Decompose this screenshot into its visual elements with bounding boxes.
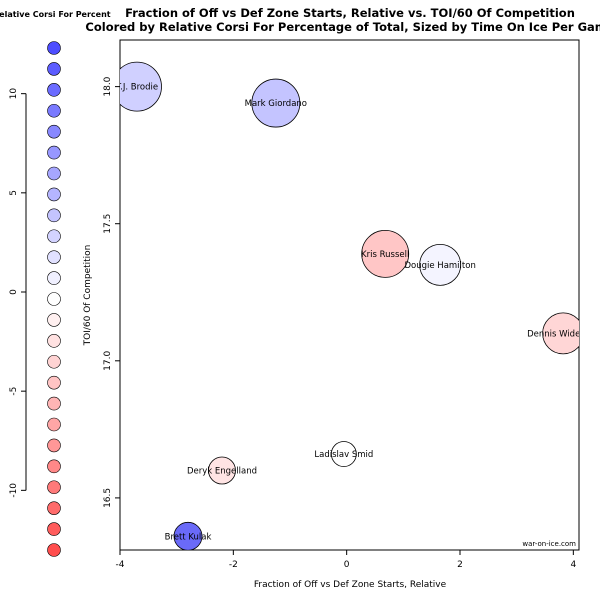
point-label: Deryk Engelland [187,466,257,476]
chart-title: Fraction of Off vs Def Zone Starts, Rela… [125,6,575,20]
y-tick-label: 17.5 [103,214,113,234]
y-tick-label: 18.0 [103,76,113,96]
legend-swatch [47,124,61,139]
legend-swatch [47,83,61,97]
legend-swatch [47,543,61,557]
y-axis: 16.5 17.0 17.5 18.0 [103,76,120,508]
x-tick-label: -2 [229,560,238,570]
legend-swatch [47,522,61,536]
y-axis-label: TOI/60 Of Competition [83,245,93,347]
data-point [120,61,162,112]
y-tick-label: 16.5 [103,488,113,508]
legend-swatch [47,250,61,264]
point-label: Mark Giordano [245,99,307,109]
legend-tick-label: -5 [9,387,19,396]
x-tick-label: 0 [344,560,350,570]
legend-swatch [47,187,61,202]
data-point [361,229,410,278]
x-tick-label: 2 [457,560,463,570]
data-point [173,521,203,550]
data-point [208,456,236,485]
legend-swatch [47,438,61,453]
legend-swatch [47,375,61,390]
legend-swatch [47,62,61,76]
legend-title: Relative Corsi For Percent [0,10,111,19]
y-tick-label: 17.0 [103,351,113,371]
legend-tick-label: -10 [9,483,19,498]
legend-swatch [47,459,61,474]
legend-tick-label: 0 [9,289,19,295]
data-point [330,441,357,467]
legend-tick-label: 10 [9,88,19,100]
legend-swatch [47,41,61,55]
legend-swatch [47,417,61,432]
legend-tick-label: 5 [9,190,19,196]
legend-swatch [47,145,61,160]
legend-swatch [47,501,61,515]
credit-text: war-on-ice.com [522,540,576,548]
point-label: Dougie Hamilton [404,261,475,271]
legend-swatch [47,271,61,285]
point-label: T.J. Brodie [115,83,158,93]
legend-swatch [47,334,61,348]
point-label: Dennis Wideman [527,329,599,339]
data-point [251,78,301,128]
legend-swatch [47,292,61,306]
data-point [542,312,579,355]
legend-swatch [47,396,61,411]
plot-frame [119,39,580,551]
legend-swatch [47,229,61,244]
point-label: Brett Kulak [165,532,212,542]
point-label: Kris Russell [361,250,409,260]
points-layer: T.J. Brodie Mark Giordano Kris RussellDoug… [115,61,599,550]
data-point [419,243,462,286]
point-label: Ladislav Smid [314,450,373,460]
x-tick-label: -4 [116,560,125,570]
legend-swatch [47,208,61,223]
color-legend: 10 5 0 -5 -10 [9,41,61,557]
legend-swatch [47,166,61,181]
x-tick-label: 4 [570,560,576,570]
x-axis-label: Fraction of Off vs Def Zone Starts, Rela… [254,580,447,590]
x-axis: -4 -2 0 2 4 [116,550,576,570]
legend-swatch [47,313,61,327]
legend-swatch [47,103,61,118]
legend-swatch [47,354,61,369]
chart-subtitle: Colored by Relative Corsi For Percentage… [85,20,600,34]
legend-swatch [47,480,61,495]
